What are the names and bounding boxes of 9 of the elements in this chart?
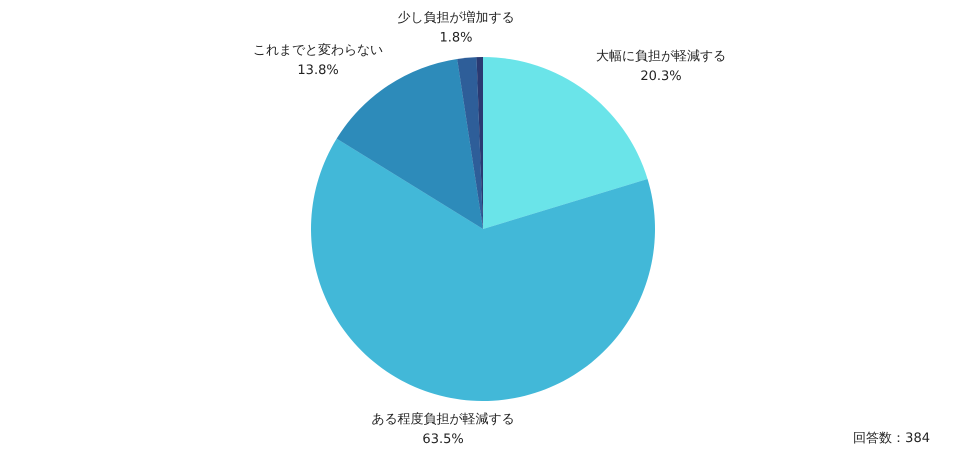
data-label: 20.3% xyxy=(640,69,682,84)
slice-label: ある程度負担が軽減する xyxy=(372,410,515,427)
data-label: 63.5% xyxy=(422,432,464,447)
data-label: 1.8% xyxy=(439,30,472,46)
slice-label: これまでと変わらない xyxy=(253,42,384,58)
data-label: 13.8% xyxy=(297,63,339,78)
slice-label: 大幅に負担が軽減する xyxy=(596,49,726,64)
slice-label: 少し負担が増加する xyxy=(397,9,514,26)
text: 回答数：384 xyxy=(853,431,930,446)
